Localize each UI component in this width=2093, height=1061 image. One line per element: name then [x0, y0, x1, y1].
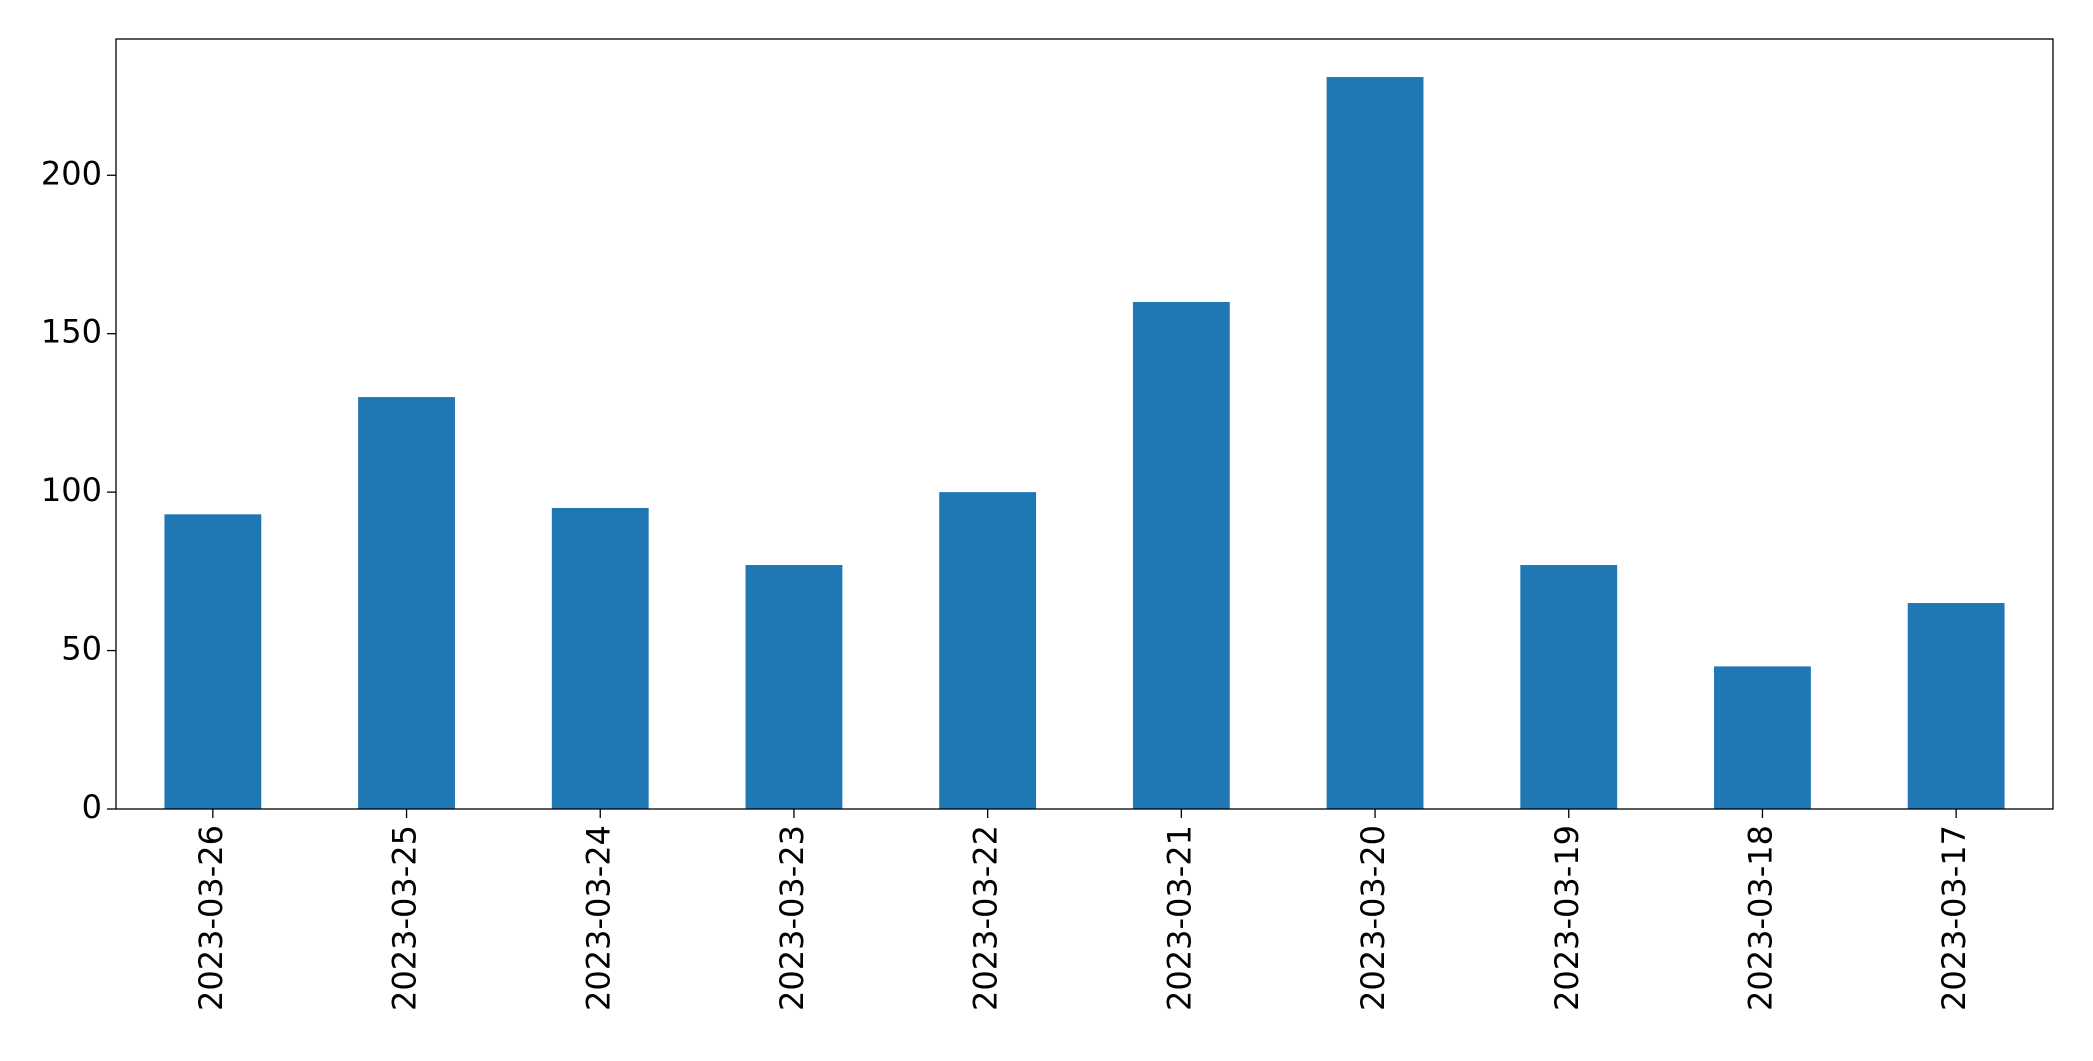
- bar: [1132, 302, 1230, 809]
- x-tick-label: 2023-03-19: [1548, 825, 1586, 1011]
- bar: [1520, 565, 1618, 809]
- bar: [358, 397, 455, 809]
- y-tick-label: 100: [41, 471, 102, 509]
- x-tick-label: 2023-03-23: [773, 825, 811, 1011]
- x-tick-label: 2023-03-25: [386, 825, 424, 1011]
- bar: [164, 514, 262, 809]
- y-tick-label: 0: [82, 788, 102, 826]
- bar: [1907, 603, 2005, 809]
- y-tick-label: 200: [41, 154, 102, 192]
- axes-frame: [115, 38, 2054, 810]
- bar: [551, 507, 649, 809]
- bar: [1714, 666, 1811, 809]
- x-tick-label: 2023-03-21: [1160, 825, 1198, 1011]
- x-tick-label: 2023-03-17: [1935, 825, 1973, 1011]
- x-tick-label: 2023-03-18: [1741, 825, 1779, 1011]
- x-tick-label: 2023-03-20: [1354, 825, 1392, 1011]
- bar: [745, 565, 843, 809]
- y-tick-label: 50: [61, 630, 102, 668]
- x-tick-label: 2023-03-24: [579, 825, 617, 1011]
- x-tick-label: 2023-03-26: [192, 825, 230, 1011]
- y-tick-label: 150: [41, 313, 102, 351]
- bar: [939, 492, 1037, 809]
- x-tick-label: 2023-03-22: [967, 825, 1005, 1011]
- bar: [1326, 77, 1424, 810]
